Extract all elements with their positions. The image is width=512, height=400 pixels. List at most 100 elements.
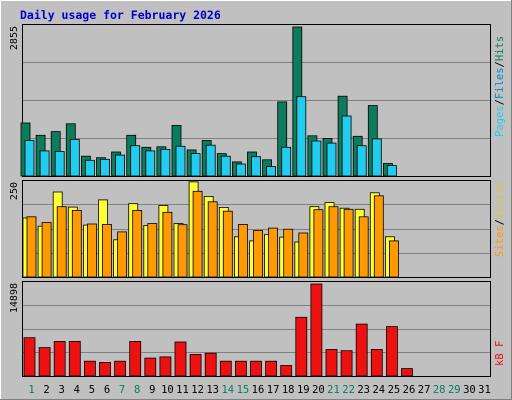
legend: kB F bbox=[494, 341, 506, 366]
x-tick-label: 30 bbox=[463, 384, 476, 396]
bar-sites bbox=[56, 206, 67, 278]
chart-title: Daily usage for February 2026 bbox=[20, 8, 221, 22]
bar-files bbox=[24, 140, 35, 177]
x-tick-label: 6 bbox=[104, 384, 110, 396]
bar-kb-f bbox=[68, 340, 81, 377]
bar-sites bbox=[207, 201, 218, 278]
legend-entry: Hits bbox=[494, 36, 506, 61]
bar-files bbox=[115, 154, 125, 177]
bar-files bbox=[130, 145, 141, 177]
legend-entry: Files bbox=[494, 67, 506, 99]
x-tick-label: 8 bbox=[134, 384, 140, 396]
bar-sites bbox=[222, 210, 233, 278]
bar-files bbox=[251, 156, 261, 177]
bar-sites bbox=[328, 206, 339, 278]
bar-kb-f bbox=[114, 360, 126, 377]
x-tick-label: 1 bbox=[28, 384, 34, 396]
bar-kb-f bbox=[38, 347, 51, 377]
x-tick-label: 7 bbox=[119, 384, 125, 396]
x-tick-label: 20 bbox=[312, 384, 325, 396]
bar-sites bbox=[192, 190, 203, 278]
bar-sites bbox=[358, 216, 369, 278]
legend-entry: Pages bbox=[494, 105, 506, 137]
bar-files bbox=[266, 166, 277, 177]
x-tick-label: 31 bbox=[478, 384, 491, 396]
bar-files bbox=[39, 150, 50, 177]
bar-files bbox=[205, 144, 216, 177]
x-tick-label: 17 bbox=[267, 384, 280, 396]
bar-sites bbox=[147, 223, 158, 278]
y-max-label: 250 bbox=[9, 182, 20, 200]
bar-sites bbox=[343, 208, 354, 278]
bar-kb-f bbox=[84, 360, 96, 377]
x-tick-label: 13 bbox=[206, 384, 219, 396]
y-max-label: 14898 bbox=[9, 283, 20, 313]
bar-sites bbox=[26, 216, 37, 278]
bar-sites bbox=[313, 209, 324, 278]
plot-frame bbox=[22, 24, 491, 177]
legend-entry: Visits bbox=[494, 181, 506, 219]
x-tick-label: 15 bbox=[237, 384, 250, 396]
bar-kb-f bbox=[23, 337, 36, 377]
bar-kb-f bbox=[129, 340, 142, 377]
bar-sites bbox=[177, 224, 188, 278]
bar-kb-f bbox=[144, 357, 157, 377]
bar-sites bbox=[71, 209, 82, 278]
bar-kb-f bbox=[310, 283, 323, 377]
bar-sites bbox=[298, 232, 309, 278]
bar-kb-f bbox=[159, 356, 172, 377]
bar-kb-f bbox=[53, 340, 66, 377]
x-tick-label: 22 bbox=[342, 384, 355, 396]
x-tick-label: 10 bbox=[161, 384, 174, 396]
x-tick-label: 21 bbox=[327, 384, 340, 396]
bar-sites bbox=[268, 227, 279, 278]
x-tick-label: 16 bbox=[252, 384, 265, 396]
bar-kb-f bbox=[265, 360, 278, 377]
bar-sites bbox=[117, 231, 127, 278]
bar-files bbox=[296, 96, 307, 177]
bar-files bbox=[386, 165, 397, 177]
x-tick-label: 25 bbox=[388, 384, 401, 396]
bar-kb-f bbox=[219, 360, 232, 377]
bar-sites bbox=[162, 211, 173, 278]
bar-sites bbox=[87, 223, 97, 278]
bar-kb-f bbox=[234, 360, 247, 377]
bar-kb-f bbox=[189, 353, 202, 377]
x-tick-label: 2 bbox=[43, 384, 49, 396]
x-tick-label: 9 bbox=[149, 384, 155, 396]
bar-kb-f bbox=[325, 348, 338, 377]
bar-kb-f bbox=[370, 348, 383, 377]
bar-files bbox=[100, 158, 110, 177]
bar-files bbox=[160, 148, 171, 177]
x-tick-label: 14 bbox=[221, 384, 234, 396]
bar-files bbox=[326, 142, 337, 177]
bar-files bbox=[175, 145, 186, 177]
bar-kb-f bbox=[295, 316, 308, 377]
x-tick-label: 4 bbox=[74, 384, 80, 396]
bar-files bbox=[69, 139, 80, 177]
bar-kb-f bbox=[174, 341, 187, 377]
legend-entry: kB F bbox=[494, 341, 506, 366]
bar-kb-f bbox=[340, 350, 353, 377]
bar-files bbox=[356, 145, 367, 177]
bar-sites bbox=[373, 195, 384, 278]
bar-files bbox=[85, 159, 95, 177]
legend-entry: Sites bbox=[494, 225, 506, 257]
plot-frame bbox=[22, 281, 491, 377]
bar-files bbox=[235, 163, 246, 177]
x-tick-label: 26 bbox=[403, 384, 416, 396]
bar-files bbox=[54, 151, 65, 177]
bar-files bbox=[190, 153, 201, 177]
bar-kb-f bbox=[250, 360, 262, 377]
bar-kb-f bbox=[355, 323, 368, 377]
bar-sites bbox=[41, 222, 52, 278]
bar-kb-f bbox=[385, 326, 398, 377]
bar-sites bbox=[283, 228, 294, 278]
bar-sites bbox=[102, 223, 112, 278]
bar-kb-f bbox=[401, 368, 413, 377]
bar-files bbox=[341, 115, 352, 177]
bar-files bbox=[371, 138, 382, 177]
legend-separator: / bbox=[494, 99, 506, 105]
legend: Pages/Files/Hits bbox=[494, 36, 506, 137]
